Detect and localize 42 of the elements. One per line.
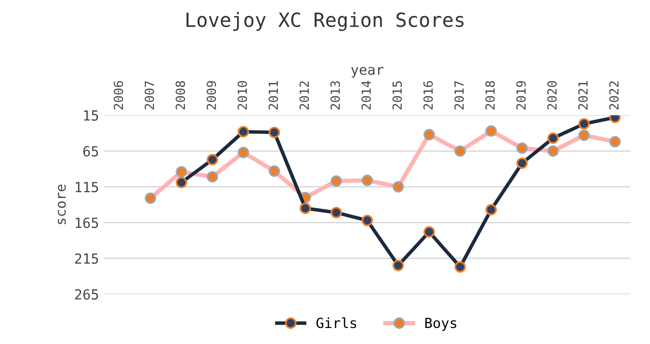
- x-axis-title: year: [351, 66, 384, 78]
- x-tick-label: 2010: [238, 81, 248, 110]
- legend-label: Girls: [316, 317, 356, 328]
- y-tick-label: 265: [75, 289, 98, 300]
- point: [206, 154, 218, 166]
- x-tick-label: 2022: [609, 81, 619, 110]
- x-tick-label: 2015: [392, 81, 402, 110]
- x-tick-label: 2011: [268, 81, 278, 110]
- x-tick-label: 2018: [485, 81, 495, 110]
- legend-label: Boys: [425, 318, 456, 331]
- y-tick-label: 165: [76, 218, 98, 228]
- y-tick-label: 115: [76, 182, 98, 192]
- chart-title: Lovejoy XC Region Scores: [186, 12, 464, 31]
- point: [330, 206, 342, 218]
- x-tick-label: 2012: [300, 81, 309, 110]
- y-tick-label: 215: [75, 253, 98, 264]
- x-tick-label: 2007: [144, 81, 154, 110]
- point: [454, 261, 466, 273]
- x-tick-label: 2020: [547, 81, 557, 110]
- point: [423, 226, 435, 238]
- x-tick-label: 2014: [361, 80, 371, 110]
- point: [392, 260, 404, 272]
- point: [300, 202, 312, 214]
- x-tick-label: 2016: [423, 81, 433, 110]
- x-tick-label: 2006: [114, 81, 124, 110]
- point: [547, 132, 559, 144]
- y-tick-label: 15: [84, 110, 98, 121]
- point: [516, 157, 528, 169]
- x-tick-label: 2017: [454, 81, 464, 110]
- point: [578, 118, 590, 130]
- y-tick-label: 65: [83, 146, 98, 157]
- x-tick-label: 2013: [330, 81, 340, 110]
- y-axis-title: score: [58, 184, 66, 224]
- point: [238, 126, 250, 138]
- point: [176, 176, 188, 188]
- point: [362, 214, 373, 226]
- x-tick-label: 2009: [206, 81, 216, 110]
- x-tick-label: 2008: [176, 81, 186, 110]
- point: [485, 204, 497, 216]
- point: [268, 126, 280, 138]
- x-tick-label: 2019: [516, 81, 526, 110]
- x-tick-label: 2021: [578, 81, 588, 110]
